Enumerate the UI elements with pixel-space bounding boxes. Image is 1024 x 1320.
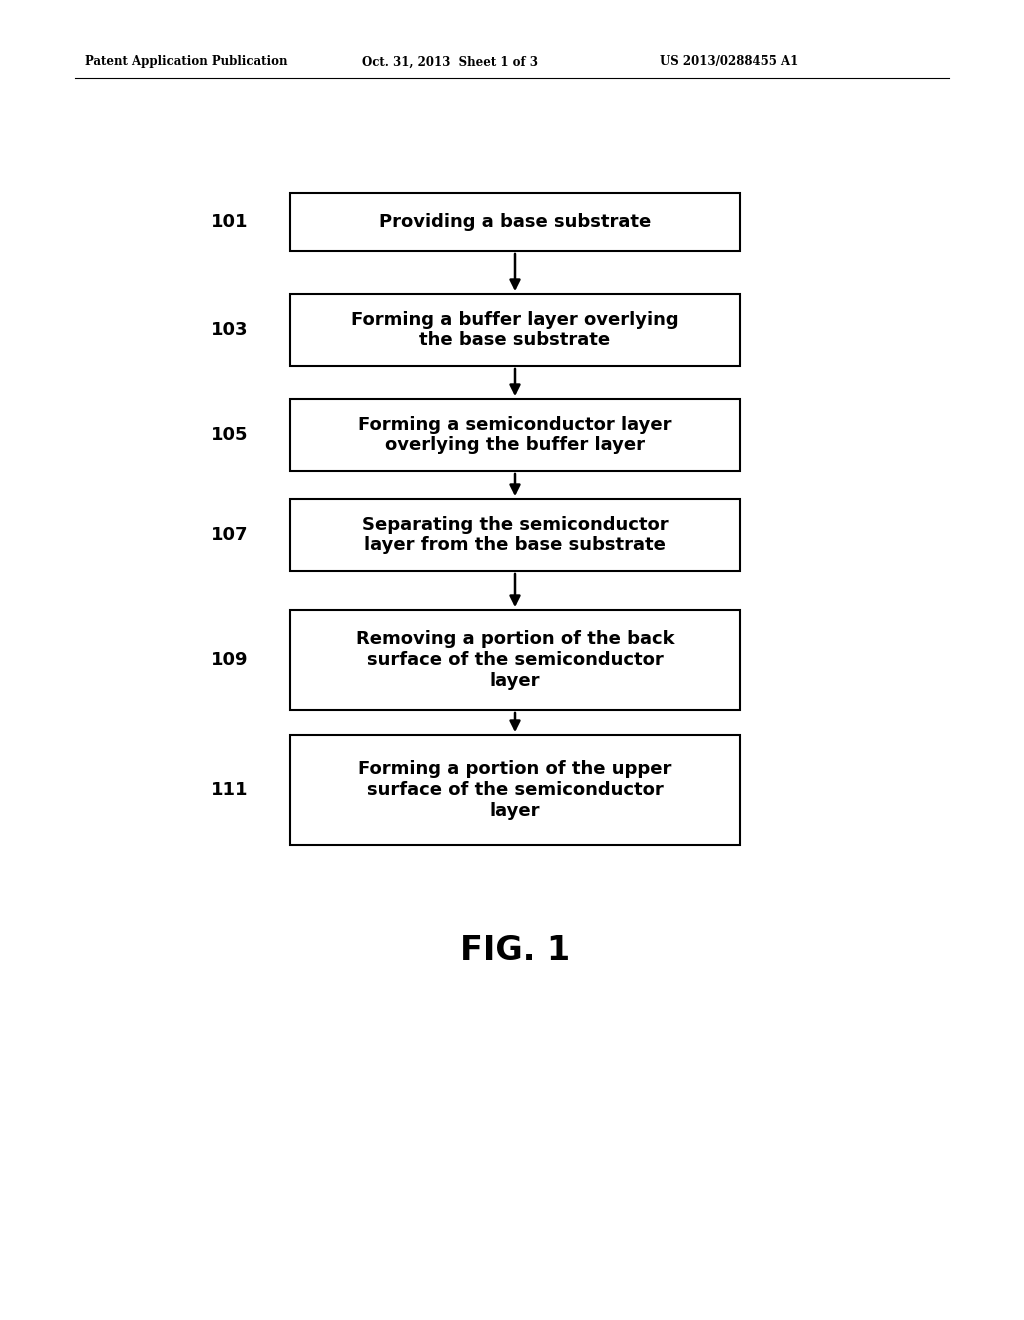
Text: 111: 111	[211, 781, 248, 799]
Bar	[290, 735, 740, 845]
Text: Removing a portion of the back
surface of the semiconductor
layer: Removing a portion of the back surface o…	[355, 630, 675, 690]
Text: Providing a base substrate: Providing a base substrate	[379, 213, 651, 231]
Text: 103: 103	[211, 321, 248, 339]
Text: Forming a portion of the upper
surface of the semiconductor
layer: Forming a portion of the upper surface o…	[358, 760, 672, 820]
Bar	[290, 610, 740, 710]
Text: 107: 107	[211, 525, 248, 544]
Text: 101: 101	[211, 213, 248, 231]
Bar	[290, 399, 740, 471]
Text: US 2013/0288455 A1: US 2013/0288455 A1	[660, 55, 799, 69]
Bar	[290, 193, 740, 251]
Text: 109: 109	[211, 651, 248, 669]
Text: Forming a semiconductor layer
overlying the buffer layer: Forming a semiconductor layer overlying …	[358, 416, 672, 454]
Text: Oct. 31, 2013  Sheet 1 of 3: Oct. 31, 2013 Sheet 1 of 3	[362, 55, 538, 69]
Bar	[290, 294, 740, 366]
Text: Forming a buffer layer overlying
the base substrate: Forming a buffer layer overlying the bas…	[351, 310, 679, 350]
Text: Patent Application Publication: Patent Application Publication	[85, 55, 288, 69]
Bar	[290, 499, 740, 572]
Text: 105: 105	[211, 426, 248, 444]
Text: Separating the semiconductor
layer from the base substrate: Separating the semiconductor layer from …	[361, 516, 669, 554]
Text: FIG. 1: FIG. 1	[460, 933, 570, 966]
